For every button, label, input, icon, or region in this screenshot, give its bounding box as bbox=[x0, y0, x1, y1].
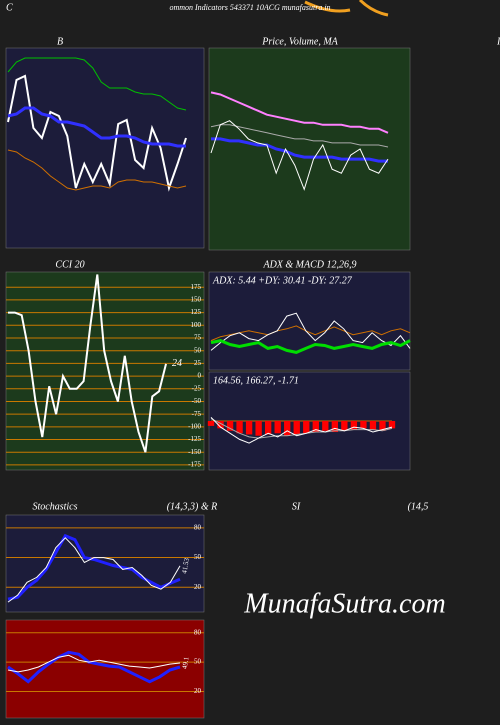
series-line bbox=[211, 137, 388, 163]
y-tick-label: 80 bbox=[194, 523, 202, 531]
y-tick-label: 80 bbox=[194, 628, 202, 636]
histogram-bar bbox=[255, 421, 262, 436]
panel-title: Price, Volume, MA bbox=[261, 36, 338, 47]
y-tick-label: -100 bbox=[188, 422, 201, 430]
header-left: C bbox=[6, 2, 13, 13]
series-line bbox=[7, 654, 181, 673]
header-decoration bbox=[304, 0, 389, 17]
end-value-label: 41.53 bbox=[180, 557, 191, 574]
y-tick-label: 0 bbox=[198, 372, 202, 380]
panel-title: B bbox=[57, 36, 63, 47]
series-line bbox=[7, 74, 187, 192]
series-line bbox=[7, 57, 187, 111]
y-tick-label: -150 bbox=[188, 448, 201, 456]
panel-subtitle: (14,3,3) & R bbox=[167, 501, 218, 512]
y-tick-label: 125 bbox=[191, 308, 202, 316]
y-tick-label: 20 bbox=[194, 583, 202, 591]
histogram-bar bbox=[360, 421, 367, 429]
series-line bbox=[210, 124, 389, 148]
panel-title: CCI 20 bbox=[55, 259, 84, 270]
histogram-bar bbox=[274, 421, 281, 434]
histogram-bar bbox=[207, 421, 215, 426]
end-value-label: 24 bbox=[172, 358, 182, 369]
y-tick-label: 150 bbox=[191, 296, 202, 304]
series-line bbox=[210, 120, 389, 191]
series-line bbox=[7, 537, 181, 603]
series-line bbox=[8, 274, 167, 453]
y-tick-label: 20 bbox=[194, 687, 202, 695]
y-tick-label: 175 bbox=[191, 283, 202, 291]
series-line bbox=[210, 325, 411, 342]
y-tick-label: 50 bbox=[194, 553, 202, 561]
panel-title: ADX & MACD 12,26,9 bbox=[262, 259, 356, 270]
panel-annotation: ADX: 5.44 +DY: 30.41 -DY: 27.27 bbox=[212, 275, 353, 286]
series-line bbox=[210, 312, 411, 351]
y-tick-label: 75 bbox=[194, 334, 202, 342]
y-tick-label: 100 bbox=[191, 321, 202, 329]
series-line bbox=[7, 533, 181, 601]
series-line bbox=[7, 650, 181, 684]
series-line bbox=[210, 416, 393, 444]
panel-title: SI bbox=[292, 501, 301, 512]
series-line bbox=[210, 418, 393, 439]
y-tick-label: -50 bbox=[192, 397, 202, 405]
histogram-bar bbox=[264, 421, 272, 435]
histogram-bar bbox=[331, 421, 339, 433]
watermark: MunafaSutra.com bbox=[243, 588, 445, 619]
series-line bbox=[7, 149, 187, 191]
series-line bbox=[210, 339, 411, 354]
histogram-bar bbox=[350, 421, 358, 430]
histogram-bar bbox=[379, 421, 386, 431]
y-tick-label: -175 bbox=[188, 461, 201, 469]
histogram-bar bbox=[284, 421, 291, 436]
panel bbox=[208, 47, 411, 251]
histogram-bar bbox=[322, 421, 329, 431]
series-line bbox=[7, 106, 186, 148]
panel bbox=[5, 47, 205, 249]
y-tick-label: -75 bbox=[192, 410, 202, 418]
end-value-label: 49.1 bbox=[181, 656, 191, 670]
header-title: ommon Indicators 543371 10ACG munafasutr… bbox=[169, 3, 330, 12]
header-edge: I bbox=[496, 36, 500, 47]
histogram-bar bbox=[217, 421, 224, 429]
panel-annotation: 164.56, 166.27, -1.71 bbox=[213, 375, 299, 386]
y-tick-label: 50 bbox=[194, 658, 202, 666]
histogram-bar bbox=[226, 421, 234, 431]
panel bbox=[5, 271, 205, 471]
panel-title: Stochastics bbox=[33, 501, 78, 512]
histogram-bar bbox=[369, 421, 377, 430]
y-tick-label: -125 bbox=[188, 435, 201, 443]
histogram-bar bbox=[245, 421, 253, 435]
histogram-bar bbox=[312, 421, 319, 433]
panel bbox=[208, 271, 411, 371]
histogram-bar bbox=[341, 421, 348, 431]
y-tick-label: -25 bbox=[192, 384, 202, 392]
panel-subtitle: (14,5 bbox=[408, 501, 429, 512]
histogram-bar bbox=[388, 421, 396, 429]
histogram-bar bbox=[293, 421, 300, 435]
histogram-bar bbox=[303, 421, 310, 434]
y-tick-label: 50 bbox=[194, 346, 202, 354]
series-line bbox=[210, 91, 389, 134]
y-tick-label: 25 bbox=[194, 359, 202, 367]
histogram-bar bbox=[236, 421, 243, 434]
